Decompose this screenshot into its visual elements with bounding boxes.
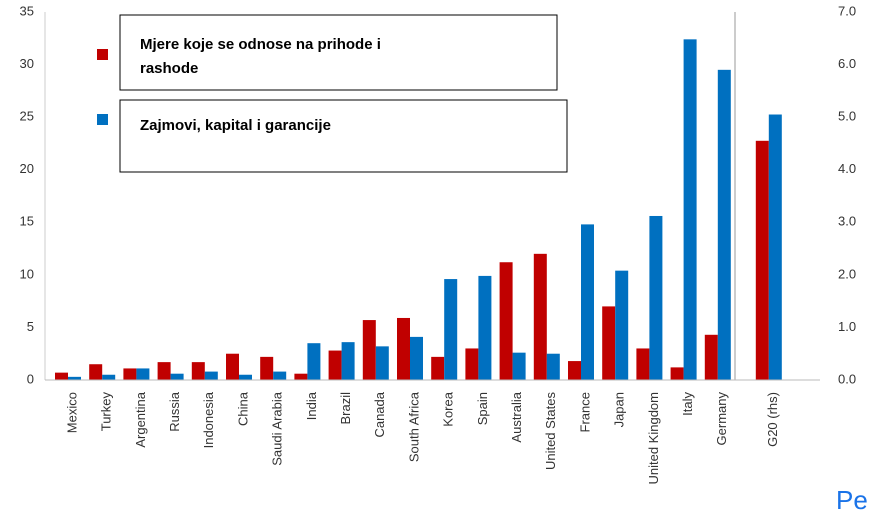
x-tick-label: Russia <box>167 391 182 432</box>
bar <box>157 362 171 380</box>
y-tick-label: 20 <box>20 161 34 176</box>
bar <box>533 253 547 380</box>
bar <box>410 336 423 380</box>
y-tick-label: 10 <box>20 266 34 281</box>
bar <box>260 356 274 380</box>
y-tick-label: 35 <box>20 3 34 18</box>
y-tick-label: 30 <box>20 56 34 71</box>
bar <box>755 140 769 380</box>
bar <box>636 348 650 380</box>
legend-box <box>119 14 558 91</box>
y-tick-label: 5 <box>27 319 34 334</box>
y2-tick-label: 1.0 <box>838 319 856 334</box>
bar <box>204 371 218 380</box>
footer-link: Pe <box>836 485 868 515</box>
x-tick-label: Brazil <box>338 392 353 425</box>
bar <box>273 371 287 380</box>
bar <box>768 114 782 380</box>
y2-tick-label: 7.0 <box>838 3 856 18</box>
x-tick-label: G20 (rhs) <box>765 392 780 447</box>
bar <box>123 368 137 380</box>
x-tick-label: Australia <box>509 391 524 442</box>
x-tick-label: South Africa <box>406 391 421 462</box>
x-tick-label: Korea <box>441 391 456 426</box>
y2-tick-label: 2.0 <box>838 266 856 281</box>
bar <box>478 275 492 380</box>
bar <box>670 367 684 380</box>
bar <box>397 317 410 380</box>
bar <box>375 346 389 380</box>
bar <box>512 352 526 380</box>
bar <box>683 39 697 380</box>
legend-label: Zajmovi, kapital i garancije <box>140 117 331 134</box>
bar <box>68 376 81 380</box>
bar <box>328 350 342 380</box>
x-tick-label: Italy <box>680 392 695 416</box>
x-tick-label: Indonesia <box>201 391 216 448</box>
bar <box>649 215 663 380</box>
bar <box>102 374 116 380</box>
bar <box>465 348 479 380</box>
bar <box>431 356 445 380</box>
bar <box>704 334 718 380</box>
bar <box>362 320 376 380</box>
bar <box>341 342 355 380</box>
y2-tick-label: 5.0 <box>838 109 856 124</box>
x-tick-label: Spain <box>475 392 490 425</box>
bar <box>615 270 629 380</box>
x-tick-label: Saudi Arabia <box>270 391 285 465</box>
bar <box>581 224 594 380</box>
bar <box>239 374 252 380</box>
bar <box>546 353 560 380</box>
x-tick-label: Japan <box>612 392 627 427</box>
bar <box>717 69 731 380</box>
bar <box>499 262 513 380</box>
y2-tick-label: 6.0 <box>838 56 856 71</box>
legend-label: Mjere koje se odnose na prihode i rashod… <box>140 36 385 77</box>
bar <box>226 353 239 380</box>
bar <box>191 362 205 380</box>
x-tick-label: India <box>304 391 319 420</box>
y2-tick-label: 4.0 <box>838 161 856 176</box>
bar <box>444 279 458 380</box>
y-tick-label: 25 <box>20 109 34 124</box>
x-tick-label: Canada <box>372 391 387 437</box>
x-tick-label: Germany <box>714 392 729 446</box>
x-tick-label: Mexico <box>64 392 79 433</box>
x-tick-label: Argentina <box>133 391 148 447</box>
bar <box>89 364 103 380</box>
bar <box>602 306 616 380</box>
y2-tick-label: 3.0 <box>838 214 856 229</box>
x-tick-label: China <box>235 391 250 426</box>
bar <box>136 368 150 380</box>
x-tick-label: France <box>577 392 592 432</box>
legend-swatch <box>97 49 108 60</box>
bar <box>307 343 321 380</box>
bar <box>55 372 68 380</box>
legend-swatch <box>97 114 108 125</box>
x-tick-label: Turkey <box>99 392 114 432</box>
bar <box>294 373 308 380</box>
legend-box <box>119 99 568 173</box>
x-tick-label: United States <box>543 392 558 471</box>
y2-tick-label: 0.0 <box>838 371 856 386</box>
y-tick-label: 0 <box>27 371 34 386</box>
y-tick-label: 15 <box>20 214 34 229</box>
x-tick-label: United Kingdom <box>646 392 661 485</box>
bar <box>170 373 184 380</box>
bar <box>568 361 581 380</box>
